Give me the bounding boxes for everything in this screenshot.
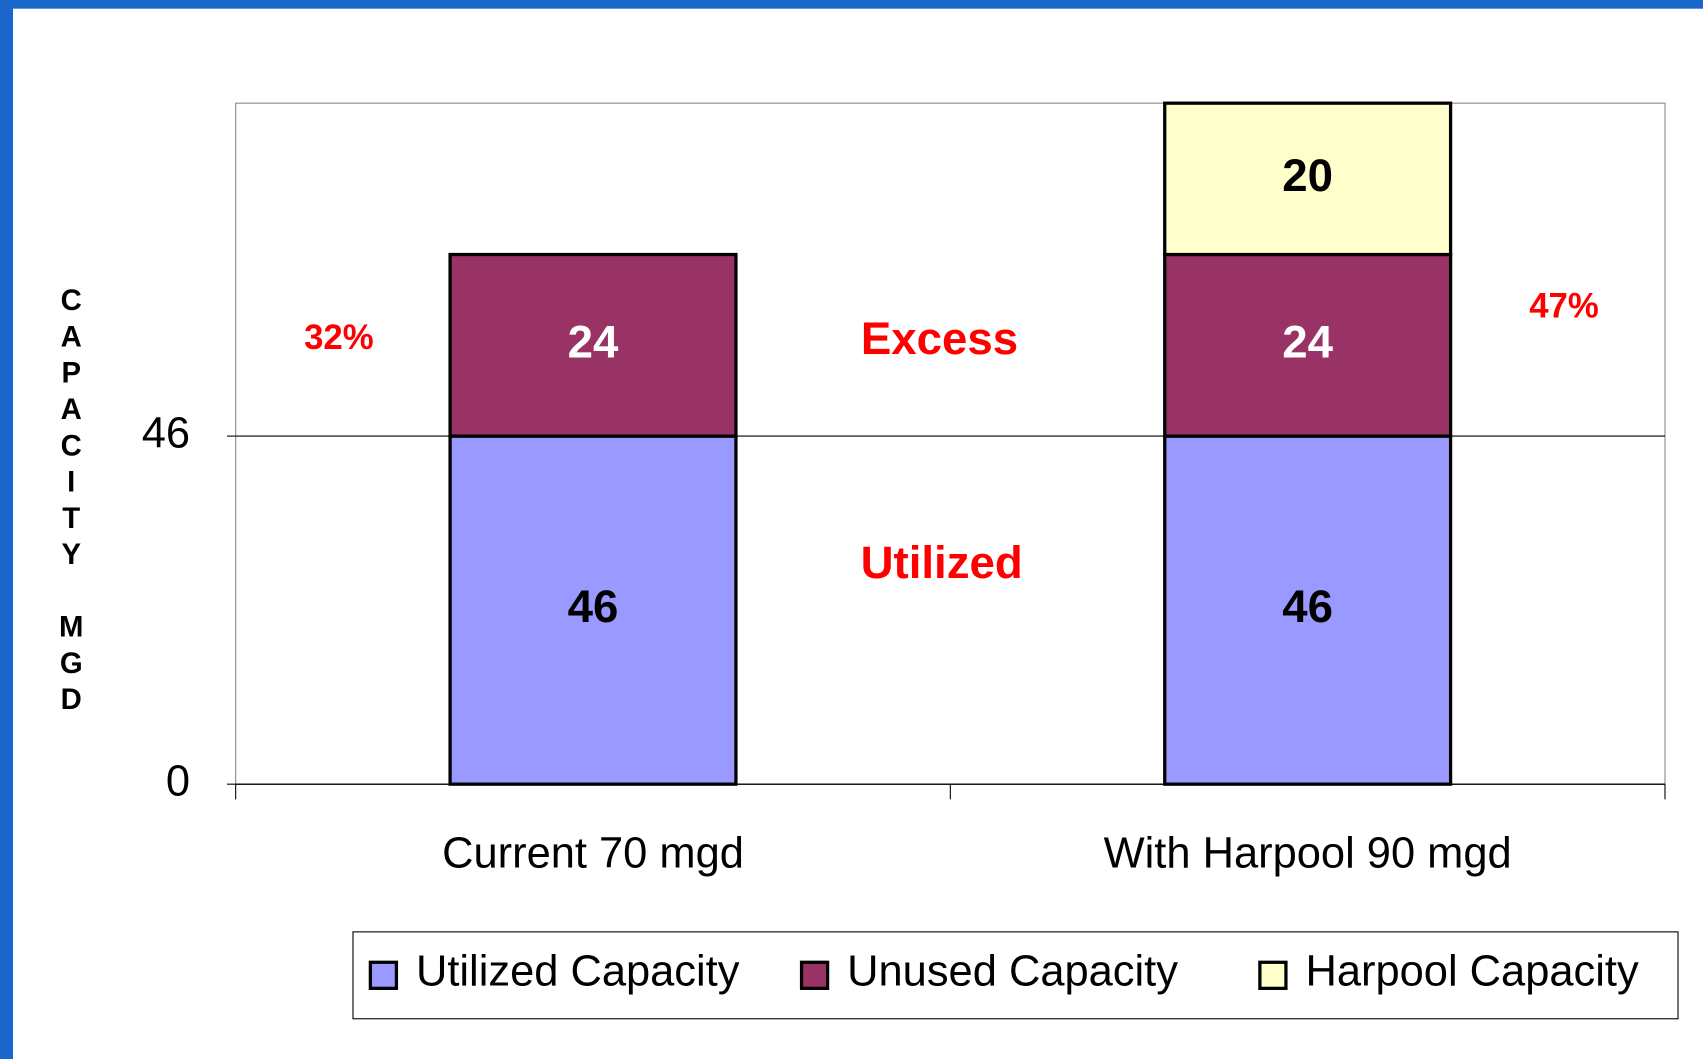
y-axis-label: CAPACITY MGD <box>55 284 88 719</box>
legend-swatch <box>368 960 399 990</box>
data-label: 24 <box>568 316 619 367</box>
y-tick-label: 46 <box>142 410 190 458</box>
annotation: Excess <box>861 313 1018 364</box>
annotation: 47% <box>1529 288 1599 326</box>
data-label: 20 <box>1282 150 1333 201</box>
annotation: 32% <box>304 319 374 357</box>
bar-segment <box>448 434 738 786</box>
bar-segment <box>448 252 738 438</box>
y-tick-label: 0 <box>166 758 190 806</box>
data-label: 46 <box>1282 581 1333 632</box>
legend-label: Utilized Capacity <box>416 948 740 996</box>
data-label: 46 <box>568 581 619 632</box>
x-tick-label: Current 70 mgd <box>442 829 744 877</box>
legend-label: Harpool Capacity <box>1305 948 1638 996</box>
chart-area: CAPACITY MGD 0 46 Current 70 mgd 46 24 With H… <box>13 8 1703 1059</box>
legend-label: Unused Capacity <box>847 948 1178 996</box>
data-label: 24 <box>1282 316 1333 367</box>
legend-swatch <box>799 960 830 990</box>
legend-swatch <box>1258 960 1288 990</box>
legend-box <box>352 931 1679 1020</box>
bar-segment <box>1163 252 1453 438</box>
x-tick-label: With Harpool 90 mgd <box>1104 829 1512 877</box>
bar-segment <box>1163 101 1453 257</box>
annotation: Utilized <box>861 537 1023 588</box>
bar-segment <box>1163 434 1453 786</box>
